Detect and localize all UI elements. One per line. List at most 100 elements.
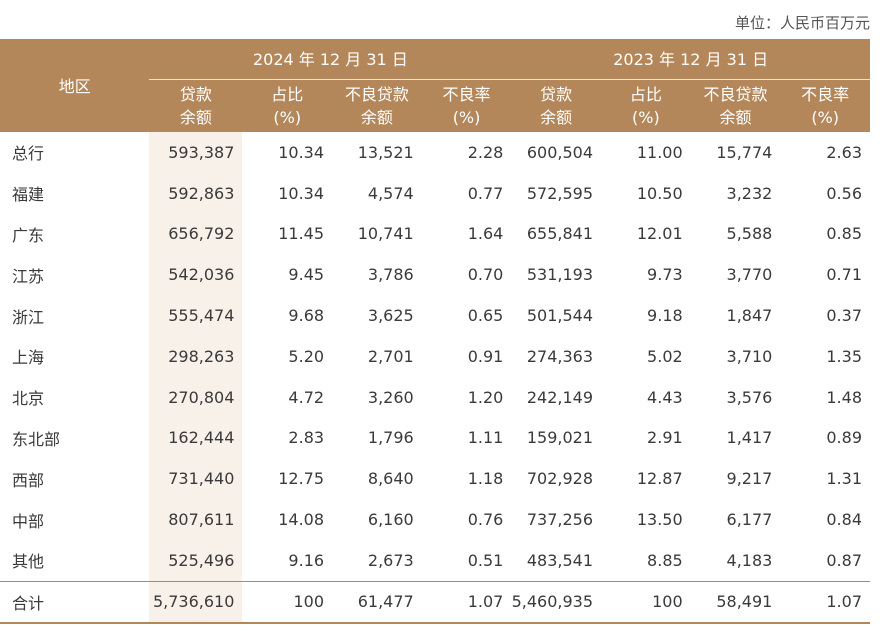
value-cell: 2,673	[367, 550, 414, 570]
value-cell: 702,928	[526, 469, 594, 489]
value-cell: 0.77	[467, 183, 504, 203]
value-cell: 6,177	[726, 510, 773, 530]
value-cell: 15,774	[716, 142, 773, 162]
value-cell: 10.34	[278, 183, 325, 203]
value-cell: 274,363	[526, 346, 594, 366]
value-cell: 555,474	[149, 295, 243, 336]
value-cell: 1.31	[826, 469, 862, 489]
value-cell: 731,440	[149, 458, 243, 500]
column-header: 不良率 (%)	[421, 79, 512, 132]
value-cell: 0.51	[467, 550, 504, 570]
value-cell: 1,796	[367, 428, 414, 448]
value-cell: 10.50	[636, 183, 683, 203]
value-cell: 3,232	[726, 183, 773, 203]
value-cell: 1.11	[467, 428, 504, 448]
value-cell: 592,863	[149, 172, 243, 214]
value-cell: 5,736,610	[149, 580, 243, 624]
value-cell: 0.56	[826, 183, 862, 203]
column-header: 贷款 余额	[511, 79, 602, 132]
value-cell: 2.63	[826, 142, 862, 162]
value-cell: 483,541	[526, 550, 594, 570]
value-cell: 1.18	[467, 469, 504, 489]
value-cell: 1.07	[780, 580, 870, 624]
value-cell: 2.28	[467, 142, 504, 162]
value-cell: 12.87	[636, 469, 683, 489]
value-cell: 9.68	[288, 306, 325, 326]
region-cell: 上海	[12, 348, 45, 368]
value-cell: 8,640	[367, 469, 414, 489]
region-cell: 广东	[12, 225, 45, 245]
region-cell: 总行	[12, 144, 45, 164]
value-cell: 61,477	[332, 580, 422, 624]
table-row: 东北部 162,444 2.83 1,796 1.11 159,021 2.91 1,417 0…	[0, 417, 870, 459]
value-cell: 572,595	[526, 183, 594, 203]
value-cell: 600,504	[526, 142, 594, 162]
value-cell: 737,256	[526, 510, 594, 530]
value-cell: 0.85	[826, 224, 862, 244]
table-row: 中部 807,611 14.08 6,160 0.76 737,256 13.50 6,177…	[0, 499, 870, 540]
value-cell: 0.65	[467, 306, 504, 326]
table-header: 地区 2024 年 12 月 31 日 2023 年 12 月 31 日 贷款余…	[0, 39, 870, 132]
region-cell: 福建	[12, 185, 45, 205]
loan-by-region-table: 地区 2024 年 12 月 31 日 2023 年 12 月 31 日 贷款余…	[0, 39, 870, 624]
value-cell: 3,770	[726, 265, 773, 285]
value-cell: 0.87	[826, 550, 862, 570]
value-cell: 3,260	[367, 387, 414, 407]
value-cell: 0.71	[826, 265, 862, 285]
value-cell: 14.08	[278, 510, 325, 530]
value-cell: 5,588	[726, 224, 773, 244]
region-header: 地区	[0, 39, 150, 132]
value-cell: 11.45	[278, 224, 325, 244]
total-row: 合计 5,736,610 100 61,477 1.07 5,460,935 100 58,4…	[0, 580, 870, 624]
value-cell: 13,521	[357, 142, 414, 162]
table-row: 福建 592,863 10.34 4,574 0.77 572,595 10.50 3,232…	[0, 172, 870, 214]
value-cell: 1.64	[467, 224, 504, 244]
region-cell: 合计	[0, 580, 150, 624]
value-cell: 1.35	[826, 346, 862, 366]
value-cell: 9.16	[288, 550, 325, 570]
table-row: 总行 593,387 10.34 13,521 2.28 600,504 11.00 15,7…	[0, 132, 870, 173]
value-cell: 298,263	[149, 335, 243, 377]
value-cell: 12.01	[636, 224, 683, 244]
region-cell: 北京	[12, 389, 45, 409]
value-cell: 2.91	[647, 428, 683, 448]
value-cell: 1.48	[826, 387, 862, 407]
value-cell: 525,496	[149, 539, 243, 582]
value-cell: 0.37	[826, 306, 862, 326]
value-cell: 270,804	[149, 376, 243, 418]
value-cell: 58,491	[690, 580, 781, 624]
value-cell: 501,544	[526, 306, 594, 326]
value-cell: 5.20	[288, 346, 325, 366]
value-cell: 593,387	[149, 132, 243, 173]
value-cell: 4.72	[288, 387, 325, 407]
value-cell: 531,193	[526, 265, 594, 285]
value-cell: 12.75	[278, 469, 325, 489]
value-cell: 1,847	[726, 306, 773, 326]
value-cell: 807,611	[149, 499, 243, 540]
value-cell: 0.76	[467, 510, 504, 530]
column-header: 不良贷款 余额	[332, 79, 422, 132]
table-row: 西部 731,440 12.75 8,640 1.18 702,928 12.87 9,217…	[0, 458, 870, 500]
value-cell: 4.43	[647, 387, 683, 407]
value-cell: 2.83	[288, 428, 325, 448]
table-body: 总行 593,387 10.34 13,521 2.28 600,504 11.00 15,7…	[0, 132, 870, 624]
value-cell: 9.73	[647, 265, 683, 285]
value-cell: 100	[601, 580, 691, 624]
value-cell: 1.07	[421, 580, 512, 624]
value-cell: 656,792	[149, 213, 243, 255]
value-cell: 5,460,935	[511, 580, 602, 624]
value-cell: 9.45	[288, 265, 325, 285]
unit-note: 单位：人民币百万元	[734, 14, 870, 32]
value-cell: 13.50	[636, 510, 683, 530]
group-header-2024: 2024 年 12 月 31 日	[149, 39, 512, 80]
value-cell: 9,217	[726, 469, 773, 489]
value-cell: 655,841	[526, 224, 594, 244]
column-header: 不良贷款 余额	[690, 79, 781, 132]
value-cell: 10,741	[357, 224, 414, 244]
value-cell: 3,786	[367, 265, 414, 285]
value-cell: 0.89	[826, 428, 862, 448]
value-cell: 10.34	[278, 142, 325, 162]
column-header: 占比 (%)	[242, 79, 333, 132]
table-row: 江苏 542,036 9.45 3,786 0.70 531,193 9.73 3,770 0.…	[0, 254, 870, 296]
value-cell: 0.91	[467, 346, 504, 366]
